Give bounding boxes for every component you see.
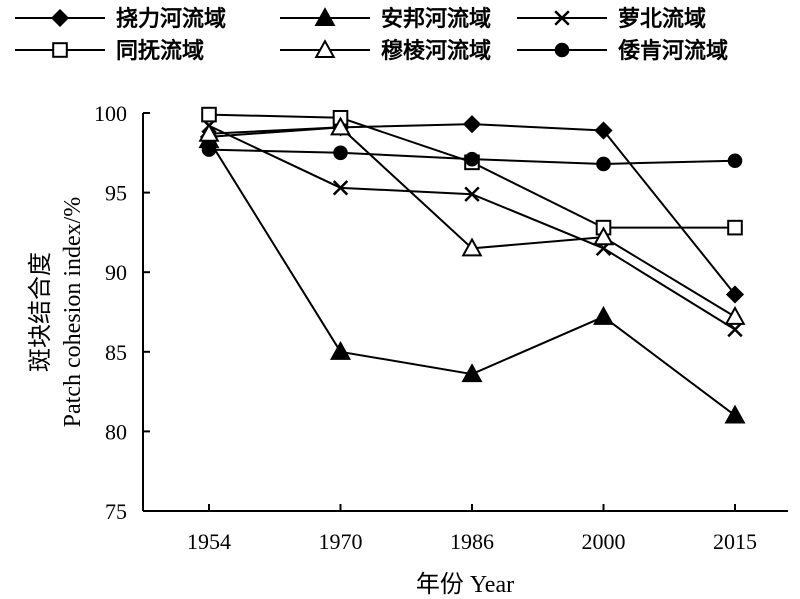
data-point xyxy=(727,153,743,169)
y-ticks: 75 80 85 90 95 100 xyxy=(94,101,150,524)
legend-item: 穆棱河流域 xyxy=(280,38,491,64)
series-1 xyxy=(199,115,745,304)
y-tick-label: 80 xyxy=(105,419,127,444)
legend-item: 挠力河流域 xyxy=(15,6,226,32)
data-point xyxy=(201,142,217,157)
y-axis-title-en: Patch cohesion index/% xyxy=(60,197,86,428)
x-tick-label: 2000 xyxy=(582,529,626,554)
legend-marker xyxy=(554,42,570,58)
data-point xyxy=(594,121,613,140)
x-ticks: 1954 1970 1986 2000 2015 xyxy=(187,504,757,554)
data-point xyxy=(596,156,611,172)
legend-marker xyxy=(554,10,570,26)
data-point xyxy=(464,186,480,202)
legend-marker xyxy=(50,8,70,28)
data-point xyxy=(727,321,743,338)
data-point xyxy=(332,180,349,196)
data-point xyxy=(593,226,614,246)
legend-label: 安邦河流域 xyxy=(381,6,491,32)
data-point xyxy=(461,363,483,383)
y-tick-label: 100 xyxy=(94,101,127,126)
axes xyxy=(142,113,788,512)
series-5 xyxy=(198,116,746,325)
x-tick-label: 1954 xyxy=(187,529,231,554)
x-axis-title: 年份 Year xyxy=(416,571,514,598)
data-point xyxy=(725,285,745,304)
legend-label: 倭肯河流域 xyxy=(618,38,728,64)
x-tick-label: 2015 xyxy=(713,529,757,554)
series-3 xyxy=(201,118,743,338)
data-point xyxy=(201,106,217,123)
data-point xyxy=(462,115,482,134)
legend-item: 倭肯河流域 xyxy=(517,38,728,64)
legend-item: 安邦河流域 xyxy=(280,6,491,32)
legend-item: 同抚流域 xyxy=(15,38,204,64)
data-point xyxy=(333,145,348,161)
data-point xyxy=(198,122,220,142)
legend-label: 萝北流域 xyxy=(618,6,706,32)
data-point xyxy=(724,305,746,325)
data-point xyxy=(724,404,746,424)
series-2 xyxy=(198,129,746,424)
y-axis-title: 斑块结合度 Patch cohesion index/% xyxy=(27,197,86,428)
y-axis-title-cn: 斑块结合度 xyxy=(27,252,54,372)
y-tick-label: 90 xyxy=(105,260,127,285)
legend-label: 同抚流域 xyxy=(116,38,204,64)
legend-marker xyxy=(314,39,336,59)
data-point xyxy=(330,116,351,136)
data-point xyxy=(330,340,351,360)
data-point xyxy=(593,305,614,325)
legend-label: 挠力河流域 xyxy=(116,6,226,32)
series-layer xyxy=(198,106,746,424)
x-tick-label: 1986 xyxy=(450,529,494,554)
y-tick-label: 95 xyxy=(105,181,127,206)
y-tick-label: 75 xyxy=(105,499,127,524)
data-point xyxy=(464,151,480,167)
legend-marker xyxy=(52,42,68,58)
x-tick-label: 1970 xyxy=(319,529,363,554)
y-tick-label: 85 xyxy=(105,340,127,365)
data-point xyxy=(461,237,483,257)
legend-marker xyxy=(314,7,336,27)
series-6 xyxy=(201,142,743,172)
data-point xyxy=(727,219,743,236)
legend-item: 萝北流域 xyxy=(517,6,706,32)
legend-label: 穆棱河流域 xyxy=(381,38,491,64)
